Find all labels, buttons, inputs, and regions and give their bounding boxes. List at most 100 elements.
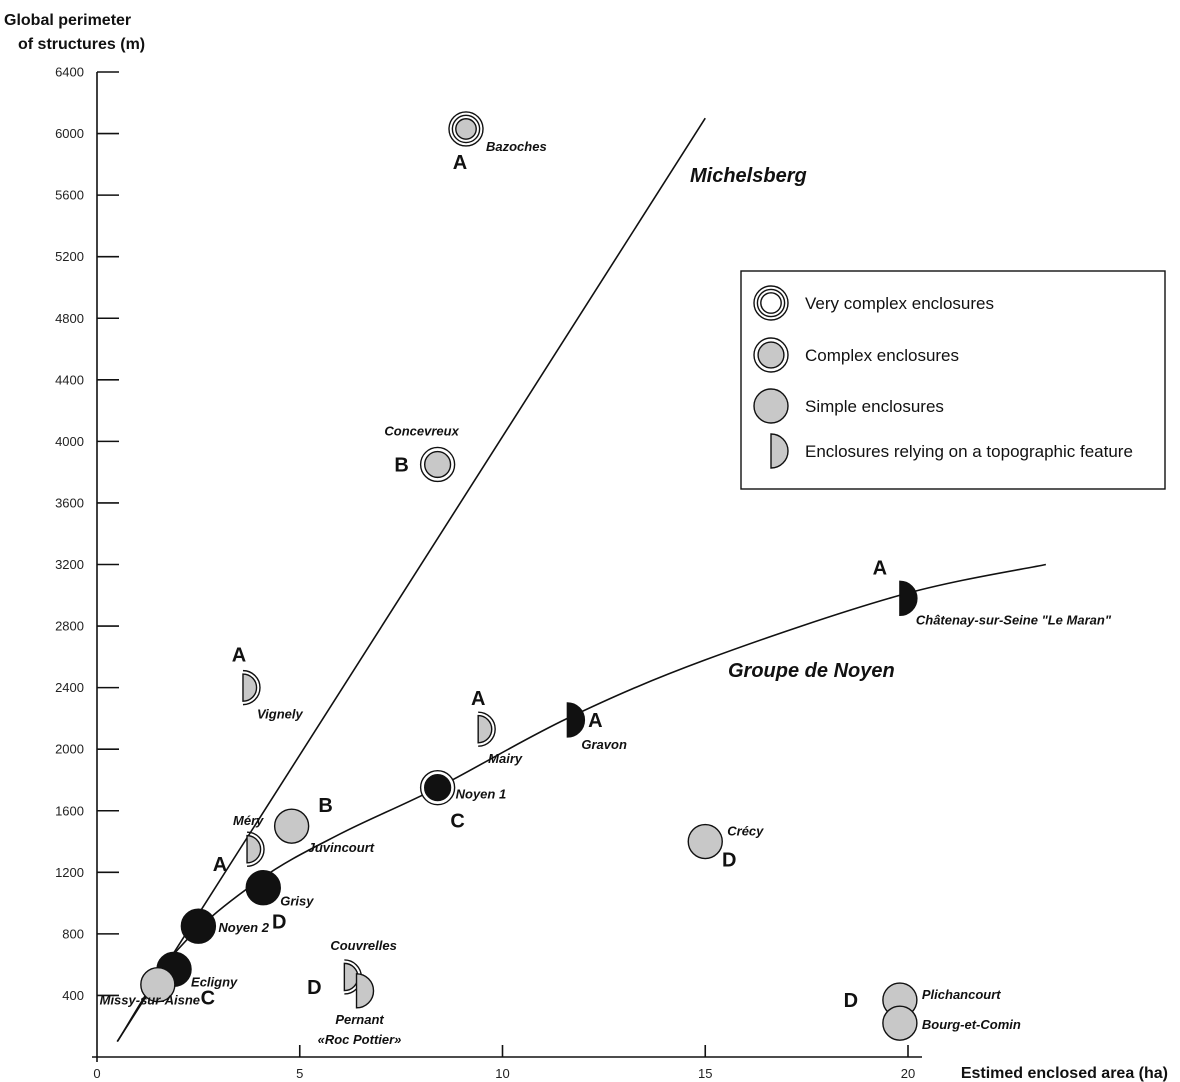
site-marker (180, 908, 217, 944)
site-point: Pernant «Roc Pottier» (318, 973, 402, 1047)
curve-label: Groupe de Noyen (728, 660, 895, 682)
site-point: Châtenay-sur-Seine "Le Maran" A (873, 557, 1112, 627)
legend-item: Simple enclosures (753, 388, 944, 424)
site-label: Couvrelles (330, 938, 396, 953)
site-marker (477, 714, 493, 744)
site-marker (687, 823, 723, 860)
legend-box (740, 270, 1166, 490)
site-marker (770, 433, 789, 469)
site-grade: D (722, 850, 736, 872)
y-axis-title-line1: Global perimeter (4, 12, 131, 29)
y-tick-label: 2400 (55, 680, 84, 695)
site-marker (423, 774, 452, 802)
site-marker (882, 1005, 918, 1041)
y-tick-label: 400 (62, 988, 84, 1003)
legend-label: Complex enclosures (805, 346, 959, 365)
y-tick-label: 3600 (55, 495, 84, 510)
y-tick-label: 5200 (55, 249, 84, 264)
x-tick-label: 20 (901, 1066, 915, 1081)
site-marker-middle-ring (756, 288, 786, 318)
legend-item: Very complex enclosures (753, 285, 994, 321)
site-label: Noyen 2 (218, 920, 269, 935)
site-point: Vignely A (232, 645, 304, 722)
y-tick-label: 4400 (55, 372, 84, 387)
site-point: Crécy D (687, 823, 764, 872)
site-label: Bourg-et-Comin (922, 1017, 1021, 1032)
site-label: Crécy (727, 824, 764, 839)
site-grade: C (450, 811, 464, 833)
legend-label: Simple enclosures (805, 397, 944, 416)
y-tick-label: 800 (62, 926, 84, 941)
site-point: Mairy A (471, 688, 523, 766)
site-grade: D (272, 912, 286, 934)
site-marker-middle-ring (451, 114, 481, 144)
site-grade: C (201, 988, 215, 1010)
site-marker (273, 808, 310, 844)
sites: BazochesAConcevreuxBVignelyAMairyAGravon… (100, 111, 1112, 1047)
site-point: Missy-sur-Aisne C (100, 966, 215, 1010)
site-label: Vignely (257, 707, 304, 722)
site-label: Plichancourt (922, 987, 1001, 1002)
site-marker-outer-arc (478, 711, 496, 747)
legend-label: Very complex enclosures (805, 294, 994, 313)
site-label: Juvincourt (308, 840, 375, 855)
site-point: Noyen 2 (180, 908, 270, 944)
site-marker (760, 292, 782, 314)
site-marker (246, 834, 262, 864)
y-tick-label: 2000 (55, 742, 84, 757)
site-grade: D (844, 990, 858, 1012)
site-marker (757, 341, 785, 369)
y-tick-label: 2800 (55, 619, 84, 634)
site-marker (242, 673, 258, 702)
site-grade: A (588, 710, 602, 732)
y-tick-label: 4000 (55, 434, 84, 449)
x-tick-label: 5 (296, 1066, 303, 1081)
site-marker (899, 580, 918, 617)
site-marker (140, 966, 176, 1003)
site-label: Pernant «Roc Pottier» (318, 1012, 402, 1047)
legend-item: Complex enclosures (753, 337, 959, 373)
site-grade: A (471, 688, 485, 710)
x-tick-label: 0 (93, 1066, 100, 1081)
site-marker (455, 118, 477, 140)
site-grade: B (318, 795, 332, 817)
site-point: Grisy D (245, 870, 314, 934)
site-label: Ecligny (191, 974, 238, 989)
curve-label: Michelsberg (690, 165, 807, 187)
y-tick-label: 4800 (55, 311, 84, 326)
site-marker (355, 973, 375, 1009)
legend-label: Enclosures relying on a topographic feat… (805, 442, 1133, 461)
y-tick-label: 1200 (55, 865, 84, 880)
y-axis-title-line2: of structures (m) (18, 36, 145, 53)
legend-item: Enclosures relying on a topographic feat… (770, 433, 1133, 469)
y-tick-label: 1600 (55, 803, 84, 818)
site-point: Plichancourt D (844, 982, 1001, 1018)
x-tick-label: 10 (495, 1066, 509, 1081)
y-tick-label: 5600 (55, 188, 84, 203)
site-label: Grisy (280, 894, 314, 909)
site-label: Gravon (581, 737, 627, 752)
site-grade: D (307, 977, 321, 999)
site-label-line1: Pernant (335, 1012, 384, 1027)
site-marker (423, 450, 452, 479)
axes: 400 800 1200 1600 2000 2400 2800 3200 3600 4000 44… (4, 12, 1168, 1082)
site-label: Missy-sur-Aisne (100, 993, 200, 1008)
site-label: Mairy (488, 751, 523, 766)
site-grade: A (873, 557, 887, 579)
site-point: Couvrelles D (307, 938, 397, 999)
legend: Very complex enclosures Complex enclosure… (740, 270, 1166, 490)
site-grade: A (453, 152, 467, 174)
x-axis-title: Estimed enclosed area (ha) (961, 1065, 1168, 1082)
site-point: Bazoches A (448, 111, 547, 174)
site-label: Méry (233, 813, 264, 828)
site-marker (753, 388, 789, 424)
site-point: Concevreux B (384, 423, 460, 483)
site-marker (245, 870, 281, 906)
y-tick-label: 6400 (55, 65, 84, 80)
site-point: Noyen 1 C (419, 769, 506, 833)
site-label: Châtenay-sur-Seine "Le Maran" (916, 612, 1112, 627)
site-label-line2: «Roc Pottier» (318, 1032, 402, 1047)
site-point: Bourg-et-Comin (882, 1005, 1021, 1041)
site-grade: B (394, 454, 408, 476)
